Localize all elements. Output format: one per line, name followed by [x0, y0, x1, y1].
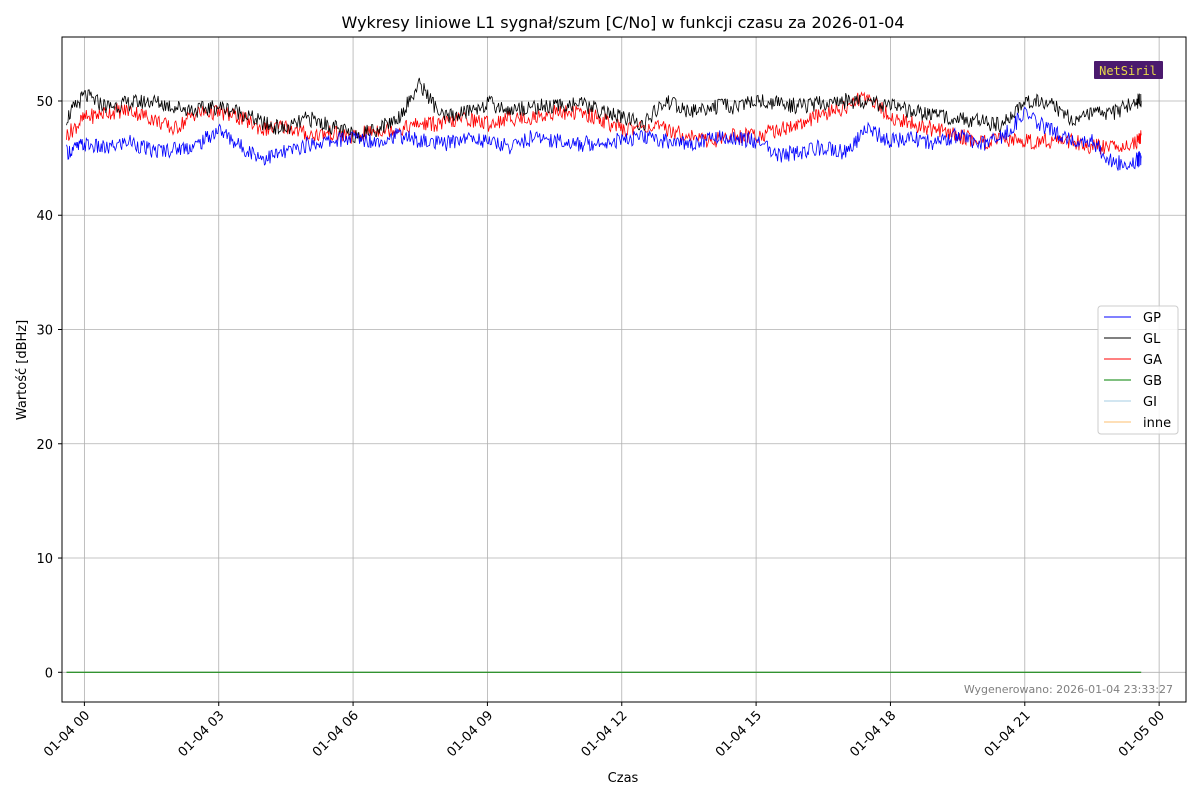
- y-tick-label: 20: [36, 438, 53, 453]
- x-tick-label: 01-05 00: [1116, 708, 1168, 760]
- x-tick-label: 01-04 06: [310, 708, 362, 760]
- x-tick-label: 01-04 03: [176, 708, 228, 760]
- y-tick-label: 10: [36, 552, 53, 567]
- legend-label-inne: inne: [1143, 416, 1171, 431]
- y-tick-label: 50: [36, 95, 53, 110]
- logo: NetSiril: [1094, 61, 1163, 79]
- y-axis-label: Wartość [dBHz]: [15, 320, 30, 420]
- generated-timestamp: Wygenerowano: 2026-01-04 23:33:27: [964, 683, 1173, 696]
- series-line-gp: [66, 106, 1142, 171]
- x-tick-label: 01-04 15: [713, 708, 765, 760]
- y-tick-label: 40: [36, 209, 53, 224]
- x-tick-label: 01-04 09: [444, 708, 496, 760]
- legend-label-gb: GB: [1143, 374, 1162, 389]
- legend-box: [1097, 305, 1179, 435]
- x-axis-ticks: 01-04 00 01-04 03 01-04 06 01-04 09 01-04 12…: [41, 702, 1168, 760]
- series-line-gl: [66, 77, 1142, 144]
- y-tick-label: 30: [36, 324, 53, 339]
- legend-label-gl: GL: [1143, 332, 1161, 347]
- y-axis-ticks: 0 10 20 30 40 50: [36, 95, 62, 681]
- plot-frame: [61, 36, 1187, 703]
- legend-label-ga: GA: [1143, 353, 1162, 368]
- series-group: [66, 77, 1142, 673]
- x-tick-label: 01-04 00: [41, 708, 93, 760]
- legend-label-gi: GI: [1143, 395, 1157, 410]
- logo-text: NetSiril: [1099, 64, 1157, 78]
- y-tick-label: 0: [45, 666, 53, 681]
- chart-title: Wykresy liniowe L1 sygnał/szum [C/No] w …: [342, 13, 905, 32]
- x-tick-label: 01-04 18: [847, 708, 899, 760]
- x-tick-label: 01-04 21: [982, 708, 1034, 760]
- x-tick-label: 01-04 12: [579, 708, 631, 760]
- x-axis-label: Czas: [608, 771, 639, 786]
- legend: GP GL GA GB GI inne: [1097, 305, 1179, 435]
- legend-label-gp: GP: [1143, 311, 1161, 326]
